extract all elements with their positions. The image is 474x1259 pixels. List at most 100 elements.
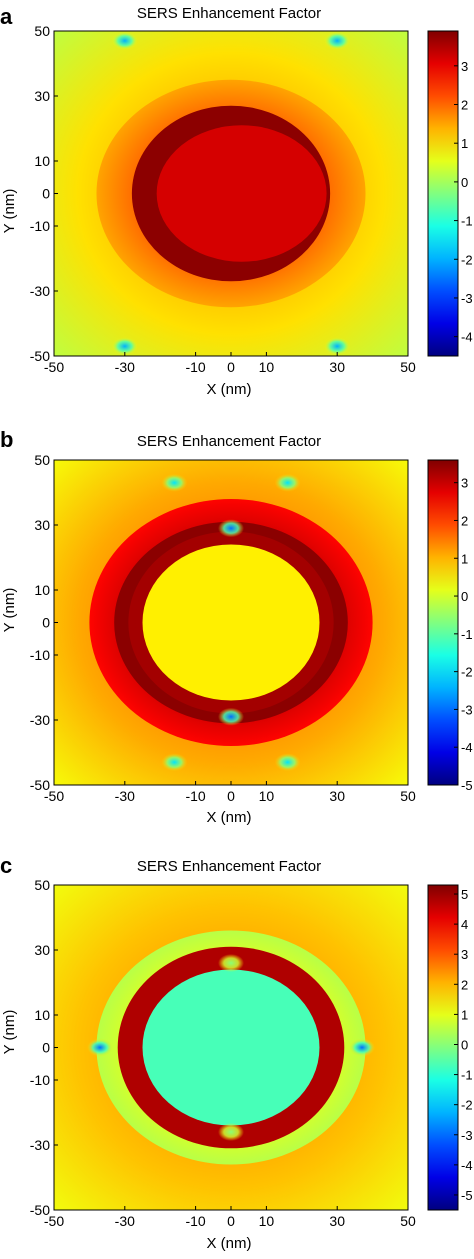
x-tick-label: -50 bbox=[44, 1213, 64, 1229]
panel-a-title: SERS Enhancement Factor bbox=[137, 5, 321, 22]
field-minimum-spot bbox=[161, 753, 188, 772]
heatmap-plot-b: -50 -30 -10 0 10 30 50 50 30 10 0 -10 -30 -50 bbox=[30, 452, 416, 804]
x-tick-label: 50 bbox=[400, 359, 416, 375]
core-particle bbox=[156, 125, 327, 262]
field-minimum-spot bbox=[87, 1038, 114, 1057]
colorbar-a: 3 2 1 0 -1 -2 -3 -4 bbox=[427, 30, 473, 357]
panel-b-title: SERS Enhancement Factor bbox=[137, 433, 321, 450]
colorbar-gradient bbox=[427, 30, 459, 357]
panel-b-ylabel: Y (nm) bbox=[1, 588, 18, 633]
field-minimum-spot bbox=[218, 954, 244, 972]
panel-c: c SERS Enhancement Factor -50 -30 -10 0 10 30… bbox=[0, 853, 473, 1252]
x-tick-label: -10 bbox=[185, 1213, 205, 1229]
x-tick-label: -50 bbox=[44, 788, 64, 804]
y-tick-label: -10 bbox=[30, 647, 50, 663]
colorbar-tick-label: 2 bbox=[461, 98, 468, 113]
colorbar-tick-label: -5 bbox=[461, 778, 473, 793]
field-minimum-spot bbox=[161, 473, 188, 492]
colorbar-tick-label: -4 bbox=[461, 330, 473, 345]
y-tick-label: 0 bbox=[42, 186, 50, 202]
panel-b-xlabel: X (nm) bbox=[207, 809, 252, 826]
panel-c-ylabel: Y (nm) bbox=[1, 1010, 18, 1055]
y-tick-label: 0 bbox=[42, 615, 50, 631]
x-tick-label: 50 bbox=[400, 788, 416, 804]
colorbar-b: 3 2 1 0 -1 -2 -3 -4 -5 bbox=[427, 459, 473, 793]
colorbar-tick-label: -2 bbox=[461, 252, 473, 267]
field-minimum-spot bbox=[324, 31, 351, 50]
colorbar-tick-label: 0 bbox=[461, 589, 468, 604]
colorbar-tick-label: 2 bbox=[461, 513, 468, 528]
y-tick-label: -30 bbox=[30, 283, 50, 299]
y-tick-label: -50 bbox=[30, 1202, 50, 1218]
colorbar-tick-label: 1 bbox=[461, 1007, 468, 1022]
y-tick-label: 50 bbox=[34, 452, 50, 468]
colorbar-tick-label: 3 bbox=[461, 947, 468, 962]
panel-c-label: c bbox=[0, 853, 12, 878]
x-tick-label: -10 bbox=[185, 359, 205, 375]
field-minimum-spot bbox=[111, 31, 138, 50]
colorbar-tick-label: -1 bbox=[461, 1068, 473, 1083]
y-tick-label: 30 bbox=[34, 88, 50, 104]
y-tick-label: 30 bbox=[34, 517, 50, 533]
y-tick-label: 0 bbox=[42, 1040, 50, 1056]
y-tick-label: -10 bbox=[30, 218, 50, 234]
colorbar-tick-label: 2 bbox=[461, 977, 468, 992]
colorbar-tick-label: -1 bbox=[461, 214, 473, 229]
panel-a-label: a bbox=[0, 4, 13, 29]
colorbar-tick-label: -3 bbox=[461, 702, 473, 717]
x-tick-label: 10 bbox=[259, 788, 275, 804]
x-tick-label: 0 bbox=[227, 359, 235, 375]
field-minimum-spot bbox=[348, 1038, 375, 1057]
x-tick-label: 30 bbox=[329, 788, 345, 804]
y-tick-label: -10 bbox=[30, 1072, 50, 1088]
x-tick-label: 30 bbox=[329, 1213, 345, 1229]
colorbar-tick-label: -4 bbox=[461, 740, 473, 755]
x-tick-label: 10 bbox=[259, 1213, 275, 1229]
y-tick-label: 30 bbox=[34, 942, 50, 958]
y-tick-label: 50 bbox=[34, 877, 50, 893]
y-tick-label: -50 bbox=[30, 348, 50, 364]
colorbar-tick-label: 4 bbox=[461, 917, 468, 932]
colorbar-gradient bbox=[427, 459, 459, 786]
colorbar-tick-label: -2 bbox=[461, 1098, 473, 1113]
heatmap-plot-c: -50 -30 -10 0 10 30 50 50 30 10 0 -10 -30 -50 bbox=[30, 877, 416, 1229]
colorbar-tick-label: -4 bbox=[461, 1158, 473, 1173]
panel-b: b SERS Enhancement Factor -50 -30 -10 0 10 30… bbox=[0, 427, 473, 826]
field-minimum-spot bbox=[218, 707, 244, 726]
colorbar-gradient bbox=[427, 884, 459, 1211]
colorbar-tick-label: 3 bbox=[461, 59, 468, 74]
field-minimum-spot bbox=[218, 1123, 244, 1141]
y-tick-label: -30 bbox=[30, 712, 50, 728]
x-tick-label: -10 bbox=[185, 788, 205, 804]
field-minimum-spot bbox=[274, 473, 301, 492]
panel-c-title: SERS Enhancement Factor bbox=[137, 858, 321, 875]
y-tick-label: 10 bbox=[34, 582, 50, 598]
colorbar-tick-label: -3 bbox=[461, 1128, 473, 1143]
field-minimum-spot bbox=[218, 519, 244, 538]
colorbar-tick-label: -1 bbox=[461, 627, 473, 642]
x-tick-label: 50 bbox=[400, 1213, 416, 1229]
colorbar-tick-label: 5 bbox=[461, 887, 468, 902]
colorbar-tick-label: -2 bbox=[461, 665, 473, 680]
colorbar-tick-label: 0 bbox=[461, 175, 468, 190]
field-minimum-spot bbox=[324, 337, 351, 356]
panel-a-ylabel: Y (nm) bbox=[1, 189, 18, 234]
colorbar-tick-label: -3 bbox=[461, 291, 473, 306]
field-minimum-spot bbox=[111, 337, 138, 356]
y-tick-label: -30 bbox=[30, 1137, 50, 1153]
x-tick-label: -30 bbox=[115, 359, 135, 375]
x-tick-label: -30 bbox=[115, 1213, 135, 1229]
panel-a: a SERS Enhancement Factor -50 -30 -10 0 10 30… bbox=[0, 4, 473, 398]
heatmap-plot-a: -50 -30 -10 0 10 30 50 50 30 10 0 -10 -30 -50 bbox=[30, 23, 416, 375]
y-tick-label: 10 bbox=[34, 1007, 50, 1023]
colorbar-tick-label: 0 bbox=[461, 1037, 468, 1052]
x-tick-label: 0 bbox=[227, 788, 235, 804]
y-tick-label: -50 bbox=[30, 777, 50, 793]
colorbar-tick-label: 1 bbox=[461, 136, 468, 151]
core-particle bbox=[142, 544, 320, 701]
x-tick-label: 10 bbox=[259, 359, 275, 375]
colorbar-c: 5 4 3 2 1 0 -1 -2 -3 -4 -5 bbox=[427, 884, 473, 1211]
x-tick-label: -30 bbox=[115, 788, 135, 804]
y-tick-label: 10 bbox=[34, 153, 50, 169]
